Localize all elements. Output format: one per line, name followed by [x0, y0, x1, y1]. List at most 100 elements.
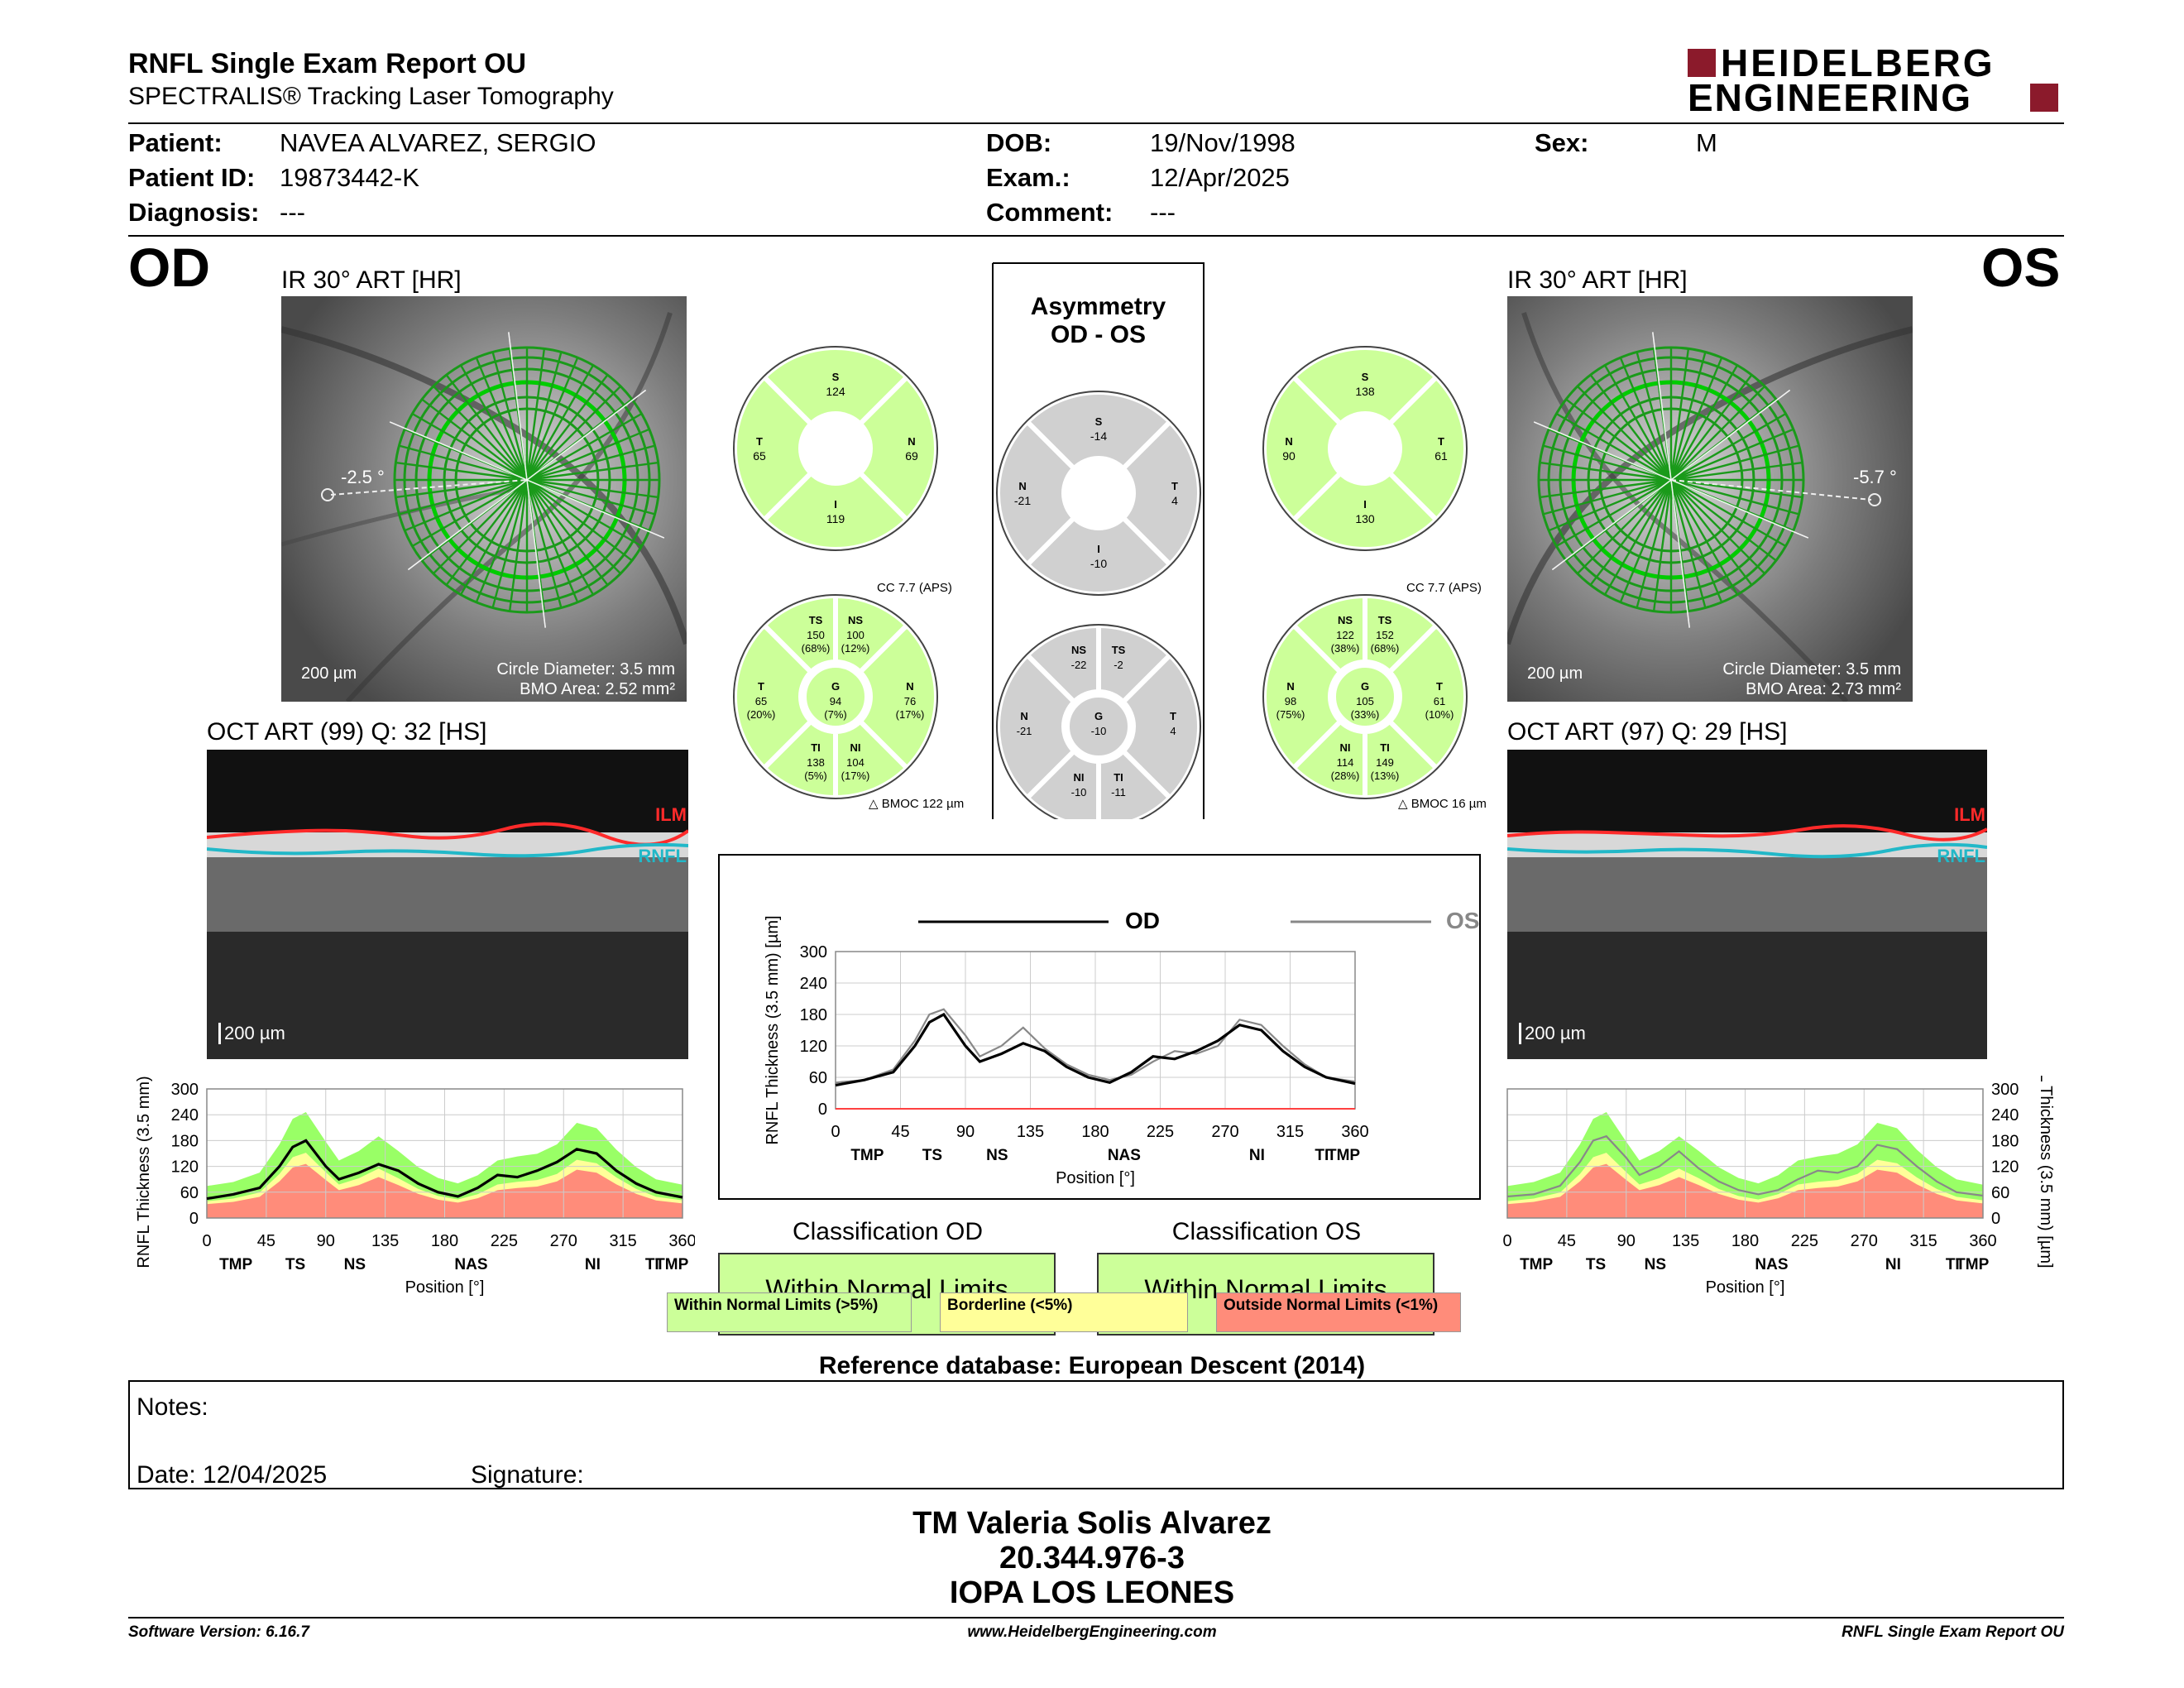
x-tick-label: 360 [668, 1232, 695, 1250]
grid-spoke [525, 479, 579, 603]
grid-spoke [445, 374, 528, 481]
grid-spoke [1669, 479, 1723, 603]
os-sec-label-ts: TS [1378, 614, 1392, 626]
y-tick-label: 180 [1991, 1132, 2019, 1150]
os-angle-label: -5.7 ° [1853, 467, 1897, 487]
sector-label: TS [285, 1256, 305, 1273]
sector-label: TMP [1956, 1256, 1989, 1273]
grid-spoke [1543, 478, 1672, 516]
od-sec-label-g: G [831, 680, 840, 693]
grid-spoke [1540, 461, 1672, 482]
asym-quad-label-left: N [1018, 480, 1026, 492]
plot-frame [1506, 1088, 1984, 1219]
grid-spoke [526, 444, 655, 482]
sector-label: NS [986, 1147, 1008, 1164]
grid-spoke [491, 352, 529, 481]
sector-label: TMP [1520, 1256, 1553, 1273]
od-circle-diameter: Circle Diameter: 3.5 mm [496, 660, 675, 679]
od-sec-label-t: T [758, 680, 764, 693]
os-oct-bscan: ILM RNFL 200 µm [1507, 750, 1987, 1059]
od-quad-outline [733, 346, 938, 551]
sector-label: NI [585, 1256, 601, 1273]
y-tick-label: 240 [1991, 1106, 2019, 1125]
grid-spoke [1577, 386, 1672, 481]
series-line-os [1506, 1134, 1984, 1198]
grid-spoke [525, 348, 546, 481]
asym-quad-value-s: -14 [1090, 429, 1107, 443]
y-tick-label: 0 [189, 1210, 199, 1228]
od-profile-chart: 0 60 120 180 240 300 0 45 90 135 180 225 270 315 360 TM… [135, 1076, 695, 1297]
os-quad-value-s: 138 [1355, 385, 1375, 398]
os-sec-outline [1262, 594, 1468, 799]
logo-square-bottom [2030, 84, 2058, 112]
od-sec-outline [733, 594, 938, 799]
legend-borderline-label: Borderline (<5%) [947, 1297, 1073, 1314]
grid-spoke [1670, 461, 1803, 482]
os-quad-value-right: 61 [1434, 449, 1448, 463]
grid-spoke [1589, 479, 1672, 586]
od-quad-wedge-i [760, 469, 911, 552]
grid-spoke [1670, 428, 1794, 482]
stamp-id: 20.344.976-3 [999, 1541, 1185, 1575]
date-label: Date: 12/04/2025 [136, 1461, 328, 1489]
od-sec-label-n: N [906, 680, 913, 693]
x-tick-label: 90 [317, 1232, 335, 1250]
grid-spoke [1543, 444, 1672, 482]
grid-guide [407, 389, 647, 571]
asym-sec-value-ti: -11 [1111, 786, 1126, 798]
os-fundus-image: -5.7 ° 200 µm Circle Diameter: 3.5 mm BM… [1507, 296, 1913, 702]
x-tick-label: 315 [1909, 1232, 1937, 1250]
asym-quad-label-right: T [1171, 480, 1178, 492]
y-tick-label: 300 [1991, 1081, 2019, 1099]
grid-spoke [1652, 479, 1673, 611]
od-sec-pct-t: (20%) [747, 708, 776, 721]
od-bmo-area: BMO Area: 2.52 mm² [520, 680, 675, 698]
logo-line1: HEIDELBERG [1721, 41, 1995, 84]
exam-value: 12/Apr/2025 [1150, 163, 1290, 192]
grid-spoke [526, 479, 621, 574]
logo-line2: ENGINEERING [1688, 76, 1973, 119]
os-rnfl-label: RNFL [1937, 846, 1985, 866]
y-tick-label: 300 [800, 943, 827, 961]
sector-label: NAS [454, 1256, 487, 1273]
grid-spoke [1589, 374, 1672, 481]
grid-spoke [526, 479, 609, 586]
od-ilm-label: ILM [655, 804, 687, 825]
grid-spoke [1619, 357, 1673, 481]
os-sec-pct-n: (75%) [1276, 708, 1305, 721]
y-tick-label: 60 [809, 1069, 827, 1087]
asym-sec-sector-t [1119, 651, 1202, 802]
y-tick-label: 300 [171, 1081, 199, 1099]
os-sec-label-ns: NS [1338, 614, 1353, 626]
sector-label: NAS [1108, 1147, 1141, 1164]
grid-spoke [526, 386, 621, 481]
asym-quad-wedge-left [995, 418, 1078, 568]
grid-spoke [526, 412, 643, 482]
footer-website: www.HeidelbergEngineering.com [967, 1623, 1217, 1641]
sector-label: NAS [1755, 1256, 1788, 1273]
grid-spoke [1670, 478, 1799, 516]
grid-spoke [525, 357, 579, 481]
grid-spoke [1540, 478, 1672, 499]
os-scan-overlay [1507, 312, 1913, 702]
od-scan-overlay [281, 312, 687, 702]
grid-spoke [1670, 374, 1753, 481]
grid-spoke [1548, 478, 1672, 532]
x-tick-label: 90 [956, 1123, 975, 1141]
od-sec-label-ns: NS [848, 614, 863, 626]
grid-spoke [508, 479, 529, 611]
grid-spoke [421, 398, 528, 481]
od-sec-pct-ni: (17%) [841, 770, 870, 782]
grid-spoke [1669, 479, 1739, 596]
asym-sec-value-ts: -2 [1114, 659, 1123, 671]
asymmetry-subtitle: OD - OS [1050, 321, 1146, 348]
sector-label: NS [344, 1256, 366, 1273]
asym-sec-label-ts: TS [1112, 644, 1126, 656]
asym-sec-label-ns: NS [1071, 644, 1086, 656]
grid-spoke [404, 478, 528, 532]
os-sec-sector-n [1262, 621, 1344, 772]
os-sec-sector-t [1386, 621, 1468, 772]
asym-sec-value-ns: -22 [1071, 659, 1087, 671]
os-quad-wedge-s [1290, 345, 1440, 428]
